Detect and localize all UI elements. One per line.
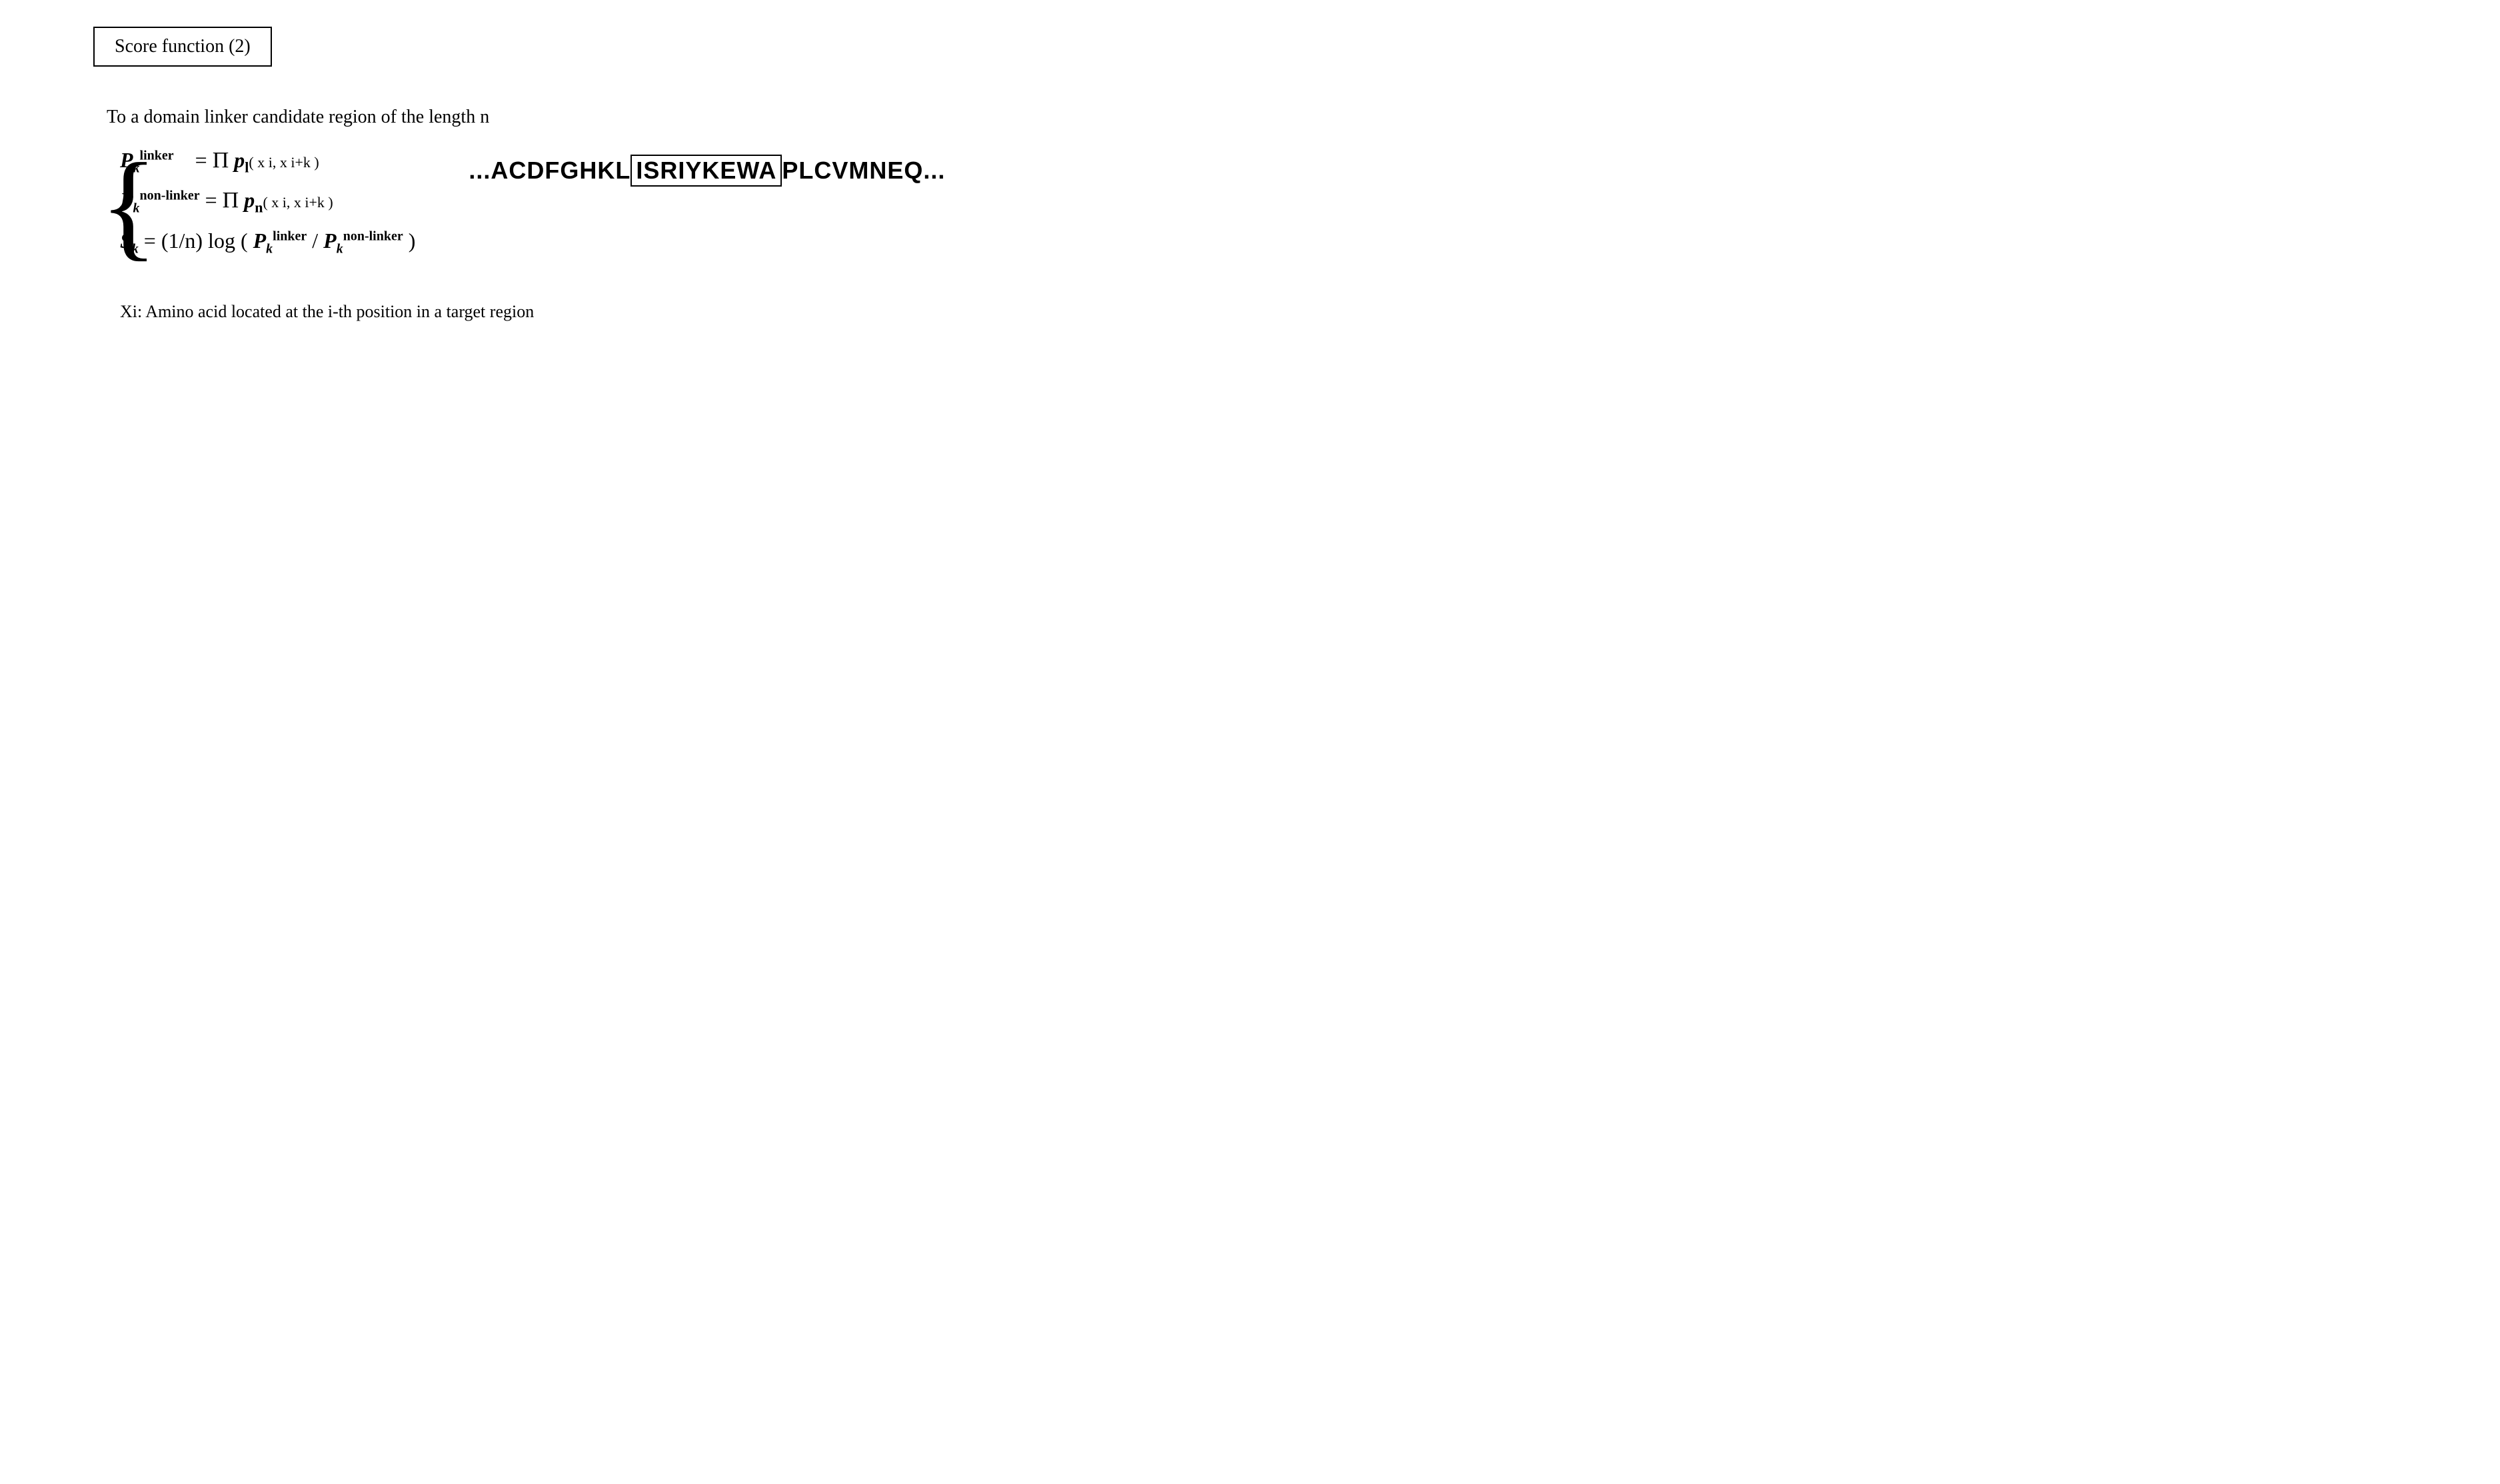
eq3-rhs-suffix: ) xyxy=(403,229,416,253)
eq1-rhs-var: p xyxy=(234,148,245,172)
equations-block: { Pklinker = Π pl( x i, x i+k ) Pknon-li… xyxy=(100,148,415,269)
left-brace-icon: { xyxy=(100,148,157,262)
intro-text: To a domain linker candidate region of t… xyxy=(107,107,2460,128)
eq2-rhs-var: p xyxy=(244,188,255,212)
footnote-text: Xi: Amino acid located at the i-th posit… xyxy=(120,302,2460,322)
eq2-rhs-args: ( x i, x i+k ) xyxy=(263,194,333,211)
sequence-suffix: PLCVMNEQ... xyxy=(782,157,945,184)
eq3-p2-sup: non-linker xyxy=(343,229,403,243)
eq3-p2-var: P xyxy=(323,229,337,253)
sequence-prefix: ...ACDFGHKL xyxy=(469,157,630,184)
equation-3: Sk = (1/n) log ( Pklinker / Pknon-linker… xyxy=(120,229,415,257)
eq2-product-symbol: Π xyxy=(223,188,239,213)
sequence-boxed: ISRIYKEWA xyxy=(630,155,782,187)
eq3-p1-sup: linker xyxy=(273,229,307,243)
eq3-p1-var: P xyxy=(253,229,267,253)
sequence-block: ...ACDFGHKLISRIYKEWAPLCVMNEQ... xyxy=(469,155,945,187)
equation-2: Pknon-linker = Π pn( x i, x i+k ) xyxy=(120,188,415,216)
eq1-rhs-args: ( x i, x i+k ) xyxy=(249,154,319,171)
main-content-row: { Pklinker = Π pl( x i, x i+k ) Pknon-li… xyxy=(100,148,2460,269)
eq3-p2-sub: k xyxy=(337,241,343,256)
equation-1: Pklinker = Π pl( x i, x i+k ) xyxy=(120,148,415,176)
title-text: Score function (2) xyxy=(115,36,251,57)
eq2-rhs-sub: n xyxy=(255,199,263,216)
eq1-product-symbol: Π xyxy=(213,148,229,173)
title-box: Score function (2) xyxy=(93,27,272,67)
eq3-p1-sub: k xyxy=(266,241,273,256)
eq3-slash: / xyxy=(307,229,323,253)
